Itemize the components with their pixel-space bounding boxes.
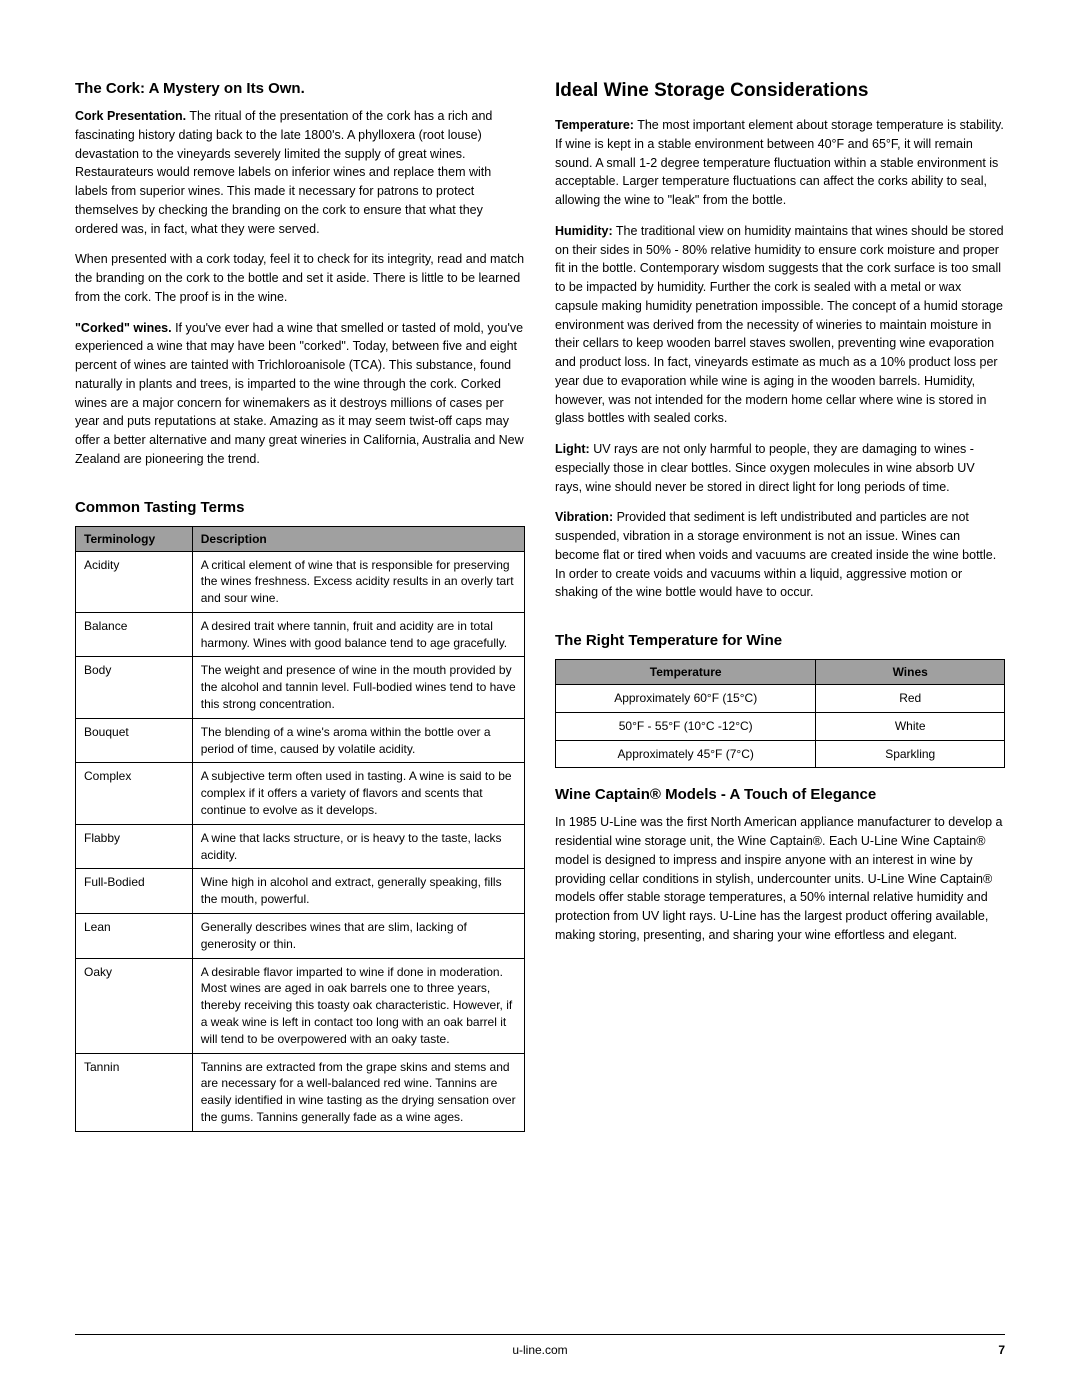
storage-p1-bold: Temperature:	[555, 118, 634, 132]
terms-heading: Common Tasting Terms	[75, 499, 525, 516]
storage-p4: Vibration: Provided that sediment is lef…	[555, 508, 1005, 602]
desc-cell: Generally describes wines that are slim,…	[192, 914, 524, 959]
table-row: Full-BodiedWine high in alcohol and extr…	[76, 869, 525, 914]
cork-p3-bold: "Corked" wines.	[75, 321, 172, 335]
storage-p3-bold: Light:	[555, 442, 590, 456]
cork-p1-bold: Cork Presentation.	[75, 109, 186, 123]
term-cell: Bouquet	[76, 718, 193, 763]
table-row: BalanceA desired trait where tannin, fru…	[76, 612, 525, 657]
term-cell: Flabby	[76, 824, 193, 869]
storage-p1: Temperature: The most important element …	[555, 116, 1005, 210]
left-column: The Cork: A Mystery on Its Own. Cork Pre…	[75, 80, 525, 1132]
storage-p2: Humidity: The traditional view on humidi…	[555, 222, 1005, 428]
desc-cell: Tannins are extracted from the grape ski…	[192, 1053, 524, 1131]
table-row: BodyThe weight and presence of wine in t…	[76, 657, 525, 718]
term-cell: Tannin	[76, 1053, 193, 1131]
desc-cell: The weight and presence of wine in the m…	[192, 657, 524, 718]
temp-cell: Approximately 45°F (7°C)	[556, 740, 816, 768]
desc-cell: The blending of a wine's aroma within th…	[192, 718, 524, 763]
footer: u-line.com 7	[75, 1334, 1005, 1357]
temp-cell: Approximately 60°F (15°C)	[556, 685, 816, 713]
temp-cell: 50°F - 55°F (10°C -12°C)	[556, 712, 816, 740]
captain-heading: Wine Captain® Models - A Touch of Elegan…	[555, 786, 1005, 803]
temp-heading: The Right Temperature for Wine	[555, 632, 1005, 649]
terms-table: Terminology Description AcidityA critica…	[75, 526, 525, 1132]
desc-cell: A critical element of wine that is respo…	[192, 551, 524, 612]
cork-p1-text: The ritual of the presentation of the co…	[75, 109, 492, 236]
captain-p1: In 1985 U-Line was the first North Ameri…	[555, 813, 1005, 944]
term-cell: Balance	[76, 612, 193, 657]
table-row: 50°F - 55°F (10°C -12°C)White	[556, 712, 1005, 740]
storage-p3: Light: UV rays are not only harmful to p…	[555, 440, 1005, 496]
term-cell: Lean	[76, 914, 193, 959]
storage-heading: Ideal Wine Storage Considerations	[555, 80, 1005, 102]
footer-site: u-line.com	[512, 1343, 567, 1357]
storage-p2-bold: Humidity:	[555, 224, 613, 238]
term-cell: Oaky	[76, 958, 193, 1053]
wine-cell: Red	[816, 685, 1005, 713]
term-cell: Acidity	[76, 551, 193, 612]
desc-cell: A subjective term often used in tasting.…	[192, 763, 524, 824]
table-row: Approximately 60°F (15°C)Red	[556, 685, 1005, 713]
storage-p3-text: UV rays are not only harmful to people, …	[555, 442, 975, 494]
right-column: Ideal Wine Storage Considerations Temper…	[555, 80, 1005, 1132]
cork-heading: The Cork: A Mystery on Its Own.	[75, 80, 525, 97]
wine-cell: White	[816, 712, 1005, 740]
table-row: AcidityA critical element of wine that i…	[76, 551, 525, 612]
terms-col2: Description	[192, 526, 524, 551]
desc-cell: A wine that lacks structure, or is heavy…	[192, 824, 524, 869]
temp-header-row: Temperature Wines	[556, 660, 1005, 685]
desc-cell: Wine high in alcohol and extract, genera…	[192, 869, 524, 914]
desc-cell: A desirable flavor imparted to wine if d…	[192, 958, 524, 1053]
table-row: BouquetThe blending of a wine's aroma wi…	[76, 718, 525, 763]
terms-header-row: Terminology Description	[76, 526, 525, 551]
table-row: TanninTannins are extracted from the gra…	[76, 1053, 525, 1131]
cork-p3-text: If you've ever had a wine that smelled o…	[75, 321, 524, 466]
temp-col2: Wines	[816, 660, 1005, 685]
footer-page-number: 7	[998, 1343, 1005, 1357]
storage-p4-text: Provided that sediment is left undistrib…	[555, 510, 996, 599]
wine-cell: Sparkling	[816, 740, 1005, 768]
cork-p3: "Corked" wines. If you've ever had a win…	[75, 319, 525, 469]
term-cell: Full-Bodied	[76, 869, 193, 914]
terms-col1: Terminology	[76, 526, 193, 551]
term-cell: Complex	[76, 763, 193, 824]
desc-cell: A desired trait where tannin, fruit and …	[192, 612, 524, 657]
table-row: OakyA desirable flavor imparted to wine …	[76, 958, 525, 1053]
page-wrapper: The Cork: A Mystery on Its Own. Cork Pre…	[75, 80, 1005, 1132]
cork-p2: When presented with a cork today, feel i…	[75, 250, 525, 306]
storage-p4-bold: Vibration:	[555, 510, 613, 524]
storage-p2-text: The traditional view on humidity maintai…	[555, 224, 1004, 426]
temp-col1: Temperature	[556, 660, 816, 685]
table-row: LeanGenerally describes wines that are s…	[76, 914, 525, 959]
cork-p1: Cork Presentation. The ritual of the pre…	[75, 107, 525, 238]
table-row: ComplexA subjective term often used in t…	[76, 763, 525, 824]
term-cell: Body	[76, 657, 193, 718]
table-row: FlabbyA wine that lacks structure, or is…	[76, 824, 525, 869]
table-row: Approximately 45°F (7°C)Sparkling	[556, 740, 1005, 768]
temp-table: Temperature Wines Approximately 60°F (15…	[555, 659, 1005, 768]
